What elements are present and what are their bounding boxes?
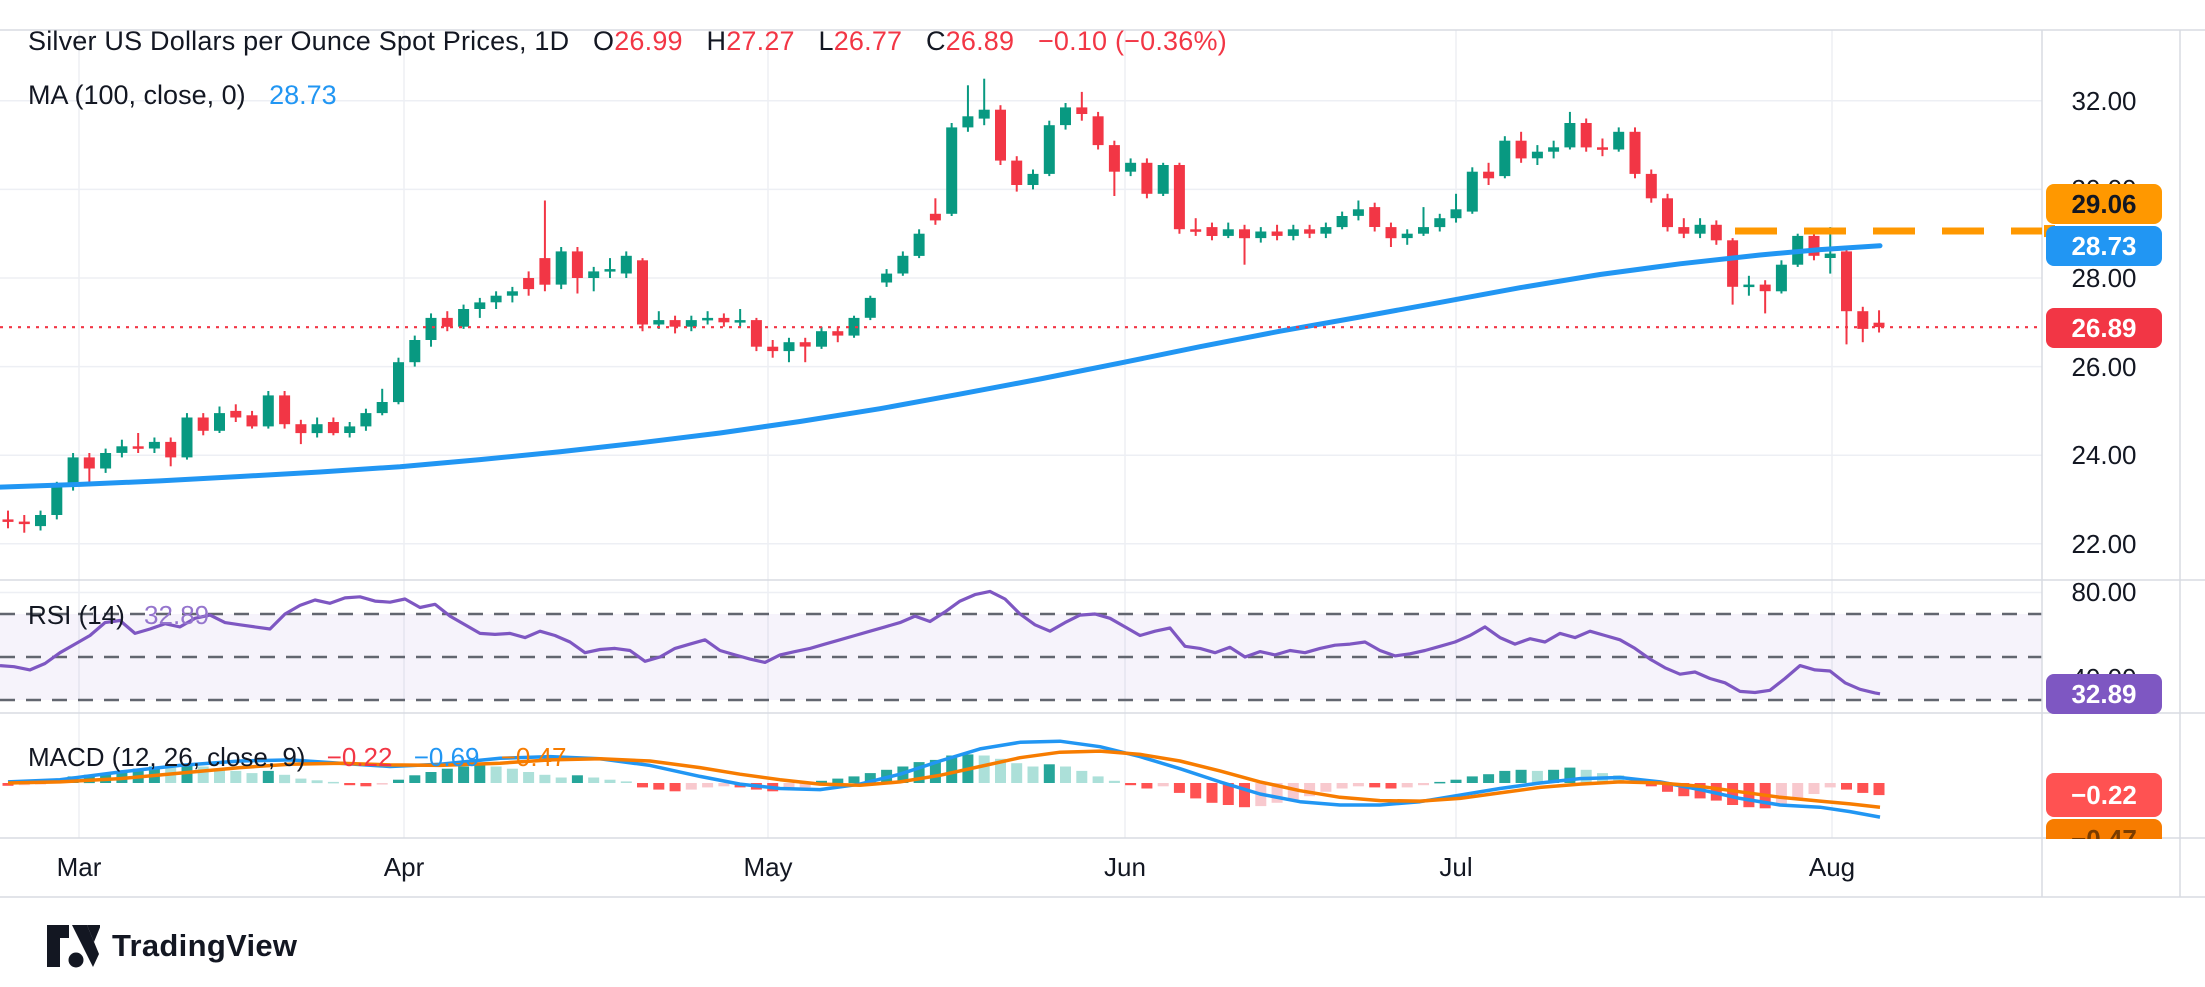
month-label-jul: Jul [1439, 852, 1473, 882]
ma-price-badge: 28.73 [2046, 226, 2162, 266]
month-label-jun: Jun [1104, 852, 1146, 882]
ma-label: MA (100, close, 0) [28, 80, 246, 110]
symbol-legend[interactable]: Silver US Dollars per Ounce Spot Prices,… [28, 26, 1233, 57]
macd-line-value: −0.69 [413, 742, 480, 772]
tradingview-logo[interactable]: TradingView [46, 924, 297, 968]
low-value: 26.77 [833, 26, 903, 56]
rsi-line [0, 589, 1881, 696]
open-value: 26.99 [614, 26, 683, 56]
price-tick-26: 26.00 [2071, 352, 2137, 382]
month-label-apr: Apr [383, 852, 425, 882]
macd-signal-badge: −0.47 [2046, 819, 2162, 839]
ma100-line [0, 243, 1883, 490]
change-value: −0.10 (−0.36%) [1037, 26, 1227, 56]
last-price-badge: 26.89 [2046, 308, 2162, 348]
macd-hist-value: −0.22 [326, 742, 393, 772]
ma-legend[interactable]: MA (100, close, 0) 28.73 [28, 80, 343, 111]
candles [2, 78, 1885, 533]
macd-value-badge: −0.22 [2046, 773, 2162, 817]
month-label-may: May [743, 852, 793, 882]
macd-signal-line [7, 749, 1881, 809]
rsi-value-badge: 32.89 [2046, 674, 2162, 714]
price-tick-22: 22.00 [2071, 529, 2137, 559]
macd-label: MACD (12, 26, close, 9) [28, 742, 306, 772]
tradingview-logo-icon [46, 924, 101, 968]
macd-signal-value: −0.47 [500, 742, 567, 772]
close-value: 26.89 [945, 26, 1015, 56]
low-label: L [818, 26, 834, 56]
high-label: H [706, 26, 727, 56]
macd-legend[interactable]: MACD (12, 26, close, 9) −0.22 −0.69 −0.4… [28, 742, 567, 773]
rsi-tick-80: 80.00 [2071, 577, 2137, 607]
close-label: C [925, 26, 946, 56]
month-label-mar: Mar [56, 852, 102, 882]
rsi-legend[interactable]: RSI (14) 32.89 [28, 600, 209, 631]
high-value: 27.27 [726, 26, 795, 56]
alert-price-badge: 29.06 [2046, 184, 2162, 224]
brand-name: TradingView [112, 928, 298, 963]
rsi-value: 32.89 [144, 600, 210, 630]
symbol-title: Silver US Dollars per Ounce Spot Prices,… [28, 26, 570, 56]
price-tick-28: 28.00 [2071, 263, 2137, 293]
rsi-label: RSI (14) [28, 600, 125, 630]
price-tick-24: 24.00 [2071, 440, 2137, 470]
price-tick-32: 32.00 [2071, 86, 2137, 116]
open-label: O [593, 26, 615, 56]
month-label-aug: Aug [1808, 852, 1856, 882]
ma-value: 28.73 [269, 80, 337, 110]
